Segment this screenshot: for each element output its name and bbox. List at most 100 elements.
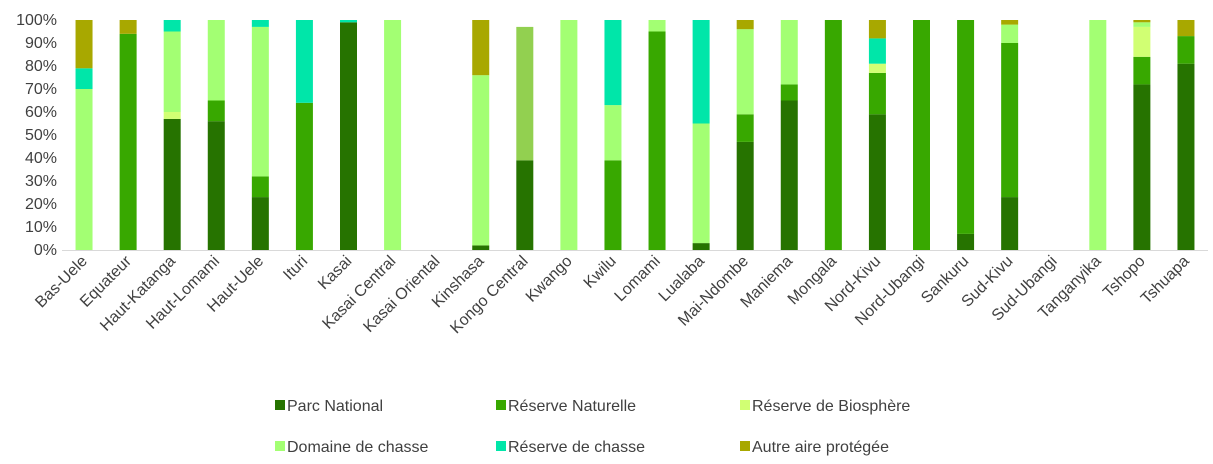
bar-segment — [1089, 20, 1107, 250]
bar-segment — [736, 29, 754, 115]
y-tick-label: 60% — [25, 104, 57, 121]
bar-segment — [75, 89, 93, 250]
legend-label: Parc National — [287, 398, 383, 415]
legend-swatch — [275, 441, 285, 451]
y-tick-label: 100% — [16, 12, 57, 29]
bar-segment — [1177, 20, 1195, 37]
x-tick-label: Kwilu — [581, 253, 620, 292]
bar-segment — [163, 31, 181, 112]
bar-segment — [516, 160, 534, 250]
x-tick-label: Kasai Oriental — [360, 253, 443, 336]
bar-segment — [1133, 26, 1151, 57]
bar-segment — [1001, 43, 1019, 198]
legend-swatch — [496, 441, 506, 451]
y-tick-label: 90% — [25, 35, 57, 52]
bar-segment — [384, 20, 402, 250]
y-tick-label: 0% — [34, 242, 57, 259]
bar-segment — [824, 20, 842, 250]
y-tick-label: 20% — [25, 196, 57, 213]
y-axis: 0% 10% 20% 30% 40% 50% 60% 70% 80% 90% 100% — [16, 12, 57, 259]
bar-segment — [1001, 24, 1019, 43]
bar-segment — [75, 20, 93, 69]
bars — [75, 20, 1195, 251]
bar-segment — [648, 31, 666, 250]
bar-segment — [119, 33, 137, 250]
bar-segment — [957, 20, 975, 234]
bar-segment — [868, 114, 886, 250]
bar-segment — [472, 20, 490, 76]
bar-segment — [207, 20, 225, 101]
bar-segment — [1133, 84, 1151, 251]
x-tick-label: Kongo Central — [447, 253, 531, 337]
bar-segment — [251, 176, 269, 198]
bar-segment — [868, 63, 886, 73]
bar-segment — [472, 75, 490, 246]
legend-swatch — [275, 400, 285, 410]
bar-segment — [75, 68, 93, 89]
bar-segment — [868, 20, 886, 39]
x-tick-label: Tshuapa — [1138, 253, 1193, 308]
bar-segment — [648, 20, 666, 32]
bar-segment — [913, 20, 930, 250]
bar-segment — [1133, 22, 1151, 27]
y-tick-label: 80% — [25, 58, 57, 75]
bar-segment — [780, 84, 798, 101]
bar-segment — [736, 114, 754, 142]
x-tick-label: Ituri — [280, 253, 311, 284]
bar-segment — [957, 233, 975, 250]
legend-swatch — [496, 400, 506, 410]
bar-segment — [1177, 63, 1195, 251]
bar-segment — [295, 20, 313, 103]
bar-segment — [736, 141, 754, 250]
bar-segment — [119, 20, 137, 34]
y-tick-label: 30% — [25, 173, 57, 190]
legend-label: Autre aire protégée — [752, 439, 889, 456]
bar-segment — [163, 20, 181, 32]
y-tick-label: 40% — [25, 150, 57, 167]
x-tick-label: Kwango — [523, 253, 576, 306]
bar-segment — [340, 20, 357, 23]
legend-swatch — [740, 441, 750, 451]
bar-segment — [692, 243, 710, 250]
bar-segment — [604, 20, 622, 106]
legend: Parc National Réserve Naturelle Réserve de… — [275, 398, 910, 456]
bar-segment — [780, 100, 798, 250]
bar-segment — [207, 100, 225, 122]
bar-segment — [736, 20, 754, 30]
bar-segment — [1133, 20, 1151, 23]
bar-segment — [560, 20, 578, 250]
legend-label: Réserve Naturelle — [508, 398, 636, 415]
y-tick-label: 70% — [25, 81, 57, 98]
bar-segment — [251, 197, 269, 250]
x-tick-label: Lomami — [612, 253, 664, 305]
bar-segment — [1177, 36, 1195, 64]
bar-segment — [163, 118, 181, 251]
y-tick-label: 10% — [25, 219, 57, 236]
bar-segment — [1001, 20, 1019, 25]
x-axis: Bas-UeleEquateurHaut-KatangaHaut-LomamiH… — [32, 252, 1193, 337]
bar-segment — [868, 72, 886, 115]
bar-segment — [868, 38, 886, 64]
bar-segment — [251, 26, 269, 177]
legend-label: Réserve de Biosphère — [752, 398, 910, 415]
bar-segment — [604, 160, 622, 250]
bar-segment — [295, 102, 313, 250]
bar-segment — [1133, 56, 1151, 85]
bar-segment — [207, 121, 225, 250]
bar-segment — [472, 245, 490, 250]
bar-segment — [251, 20, 269, 27]
bar-segment — [780, 20, 798, 85]
bar-segment — [692, 123, 710, 244]
bar-segment — [604, 105, 622, 161]
bar-segment — [1001, 197, 1019, 250]
bar-segment — [340, 22, 357, 250]
y-tick-label: 50% — [25, 127, 57, 144]
bar-segment — [163, 112, 181, 119]
legend-swatch — [740, 400, 750, 410]
x-tick-label: Kasai — [315, 253, 355, 293]
legend-label: Réserve de chasse — [508, 439, 645, 456]
legend-label: Domaine de chasse — [287, 439, 429, 456]
bar-segment — [516, 26, 534, 161]
bar-segment — [692, 20, 710, 124]
